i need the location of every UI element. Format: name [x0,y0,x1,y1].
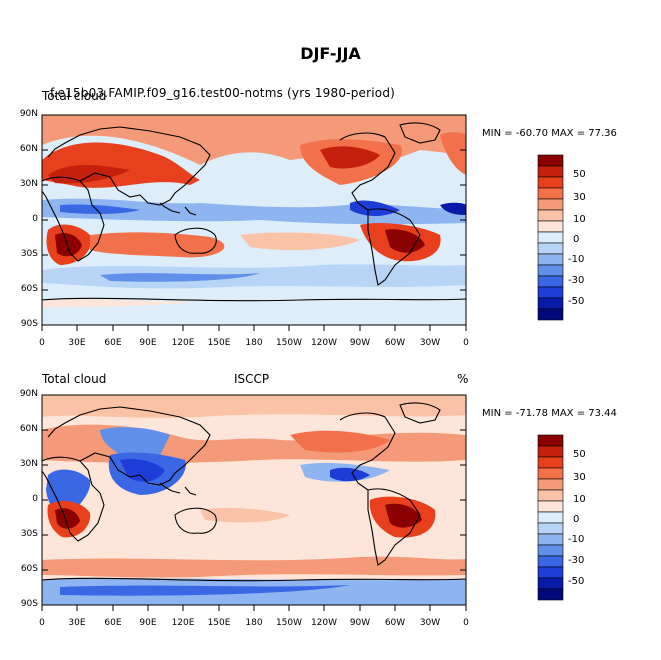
colorbar [537,154,564,321]
lon-label: 60E [104,618,122,628]
colorbar-swatch [537,500,564,513]
lon-label: 120E [171,618,195,628]
lat-label: 60S [20,564,38,574]
panel-center-title: ISCCP [234,372,270,386]
colorbar-swatch [537,264,564,277]
colorbar-label: 30 [573,192,586,203]
map-svg [41,114,467,331]
panel-left-title: Total cloud [42,372,107,386]
colorbar-swatch [537,456,564,469]
colorbar-swatch [537,286,564,299]
colorbar-label: -10 [568,254,585,265]
colorbar-swatch [537,297,564,310]
colorbar [537,434,564,601]
colorbar-swatch [537,533,564,546]
colorbar-swatch [537,242,564,255]
colorbar-label: 10 [573,214,586,225]
colorbar-label: 50 [573,169,586,180]
colorbar-label: -30 [568,555,585,566]
colorbar-swatch [537,434,564,447]
colorbar-label: 0 [573,514,580,525]
lon-label: 0 [463,618,469,628]
lat-label: 90S [20,599,38,609]
colorbar-swatch [537,511,564,524]
lon-label: 150W [275,338,303,348]
lon-label: 30W [419,338,441,348]
colorbar-swatch [537,522,564,535]
lon-label: 120E [171,338,195,348]
lon-label: 150W [275,618,303,628]
lat-label: 90N [19,389,38,399]
lon-label: 120W [310,618,338,628]
panel-center-title: f.e15b03.FAMIP.f09_g16.test00-notms (yrs… [50,86,396,100]
colorbar-swatch [537,275,564,288]
colorbar-label: 50 [573,449,586,460]
lat-label: 60N [19,144,38,154]
lat-label: 30S [20,529,38,539]
map-svg [41,394,467,611]
lat-label: 90N [19,109,38,119]
lat-label: 30N [19,459,38,469]
colorbar-label: 0 [573,234,580,245]
map-panel-isccp: Total cloud ISCCP % MIN = -71.78 MAX = 7… [0,365,661,645]
lat-label: 0 [32,494,38,504]
colorbar-label: -30 [568,275,585,286]
colorbar-label: 30 [573,472,586,483]
lon-label: 180 [245,618,263,628]
lon-label: 150E [207,618,231,628]
colorbar-swatch [537,231,564,244]
lon-label: 180 [245,338,263,348]
colorbar-swatch [537,544,564,557]
colorbar-swatch [537,478,564,491]
colorbar-swatch [537,308,564,321]
colorbar-swatch [537,566,564,579]
min-max-readout: MIN = -71.78 MAX = 73.44 [482,408,617,419]
lat-label: 30N [19,179,38,189]
colorbar-swatch [537,253,564,266]
lon-label: 30E [68,338,86,348]
colorbar-swatch [537,555,564,568]
colorbar-swatch [537,467,564,480]
figure-title: DJF-JJA [300,44,361,63]
map-panel-model: Total cloud f.e15b03.FAMIP.f09_g16.test0… [0,85,661,365]
colorbar-label: -50 [568,576,585,587]
lon-label: 60W [384,338,406,348]
lon-label: 60E [104,338,122,348]
colorbar-swatch [537,187,564,200]
lon-label: 0 [39,338,45,348]
colorbar-swatch [537,588,564,601]
colorbar-swatch [537,165,564,178]
lon-label: 90E [139,618,157,628]
lon-label: 120W [310,338,338,348]
lon-label: 30W [419,618,441,628]
lon-label: 0 [463,338,469,348]
colorbar-swatch [537,577,564,590]
lat-label: 60N [19,424,38,434]
lon-label: 30E [68,618,86,628]
lat-label: 90S [20,319,38,329]
lat-label: 60S [20,284,38,294]
colorbar-swatch [537,154,564,167]
lon-label: 90E [139,338,157,348]
lon-label: 90W [349,338,371,348]
colorbar-label: -10 [568,534,585,545]
colorbar-swatch [537,489,564,502]
colorbar-swatch [537,198,564,211]
min-max-readout: MIN = -60.70 MAX = 77.36 [482,128,617,139]
lon-label: 60W [384,618,406,628]
panel-left-title: Total cloud [42,89,107,103]
panel-units: % [457,372,469,386]
colorbar-swatch [537,220,564,233]
lon-label: 0 [39,618,45,628]
colorbar-label: 10 [573,494,586,505]
colorbar-swatch [537,445,564,458]
lat-label: 30S [20,249,38,259]
colorbar-swatch [537,209,564,222]
lat-label: 0 [32,214,38,224]
lon-label: 150E [207,338,231,348]
lon-label: 90W [349,618,371,628]
colorbar-label: -50 [568,296,585,307]
colorbar-swatch [537,176,564,189]
